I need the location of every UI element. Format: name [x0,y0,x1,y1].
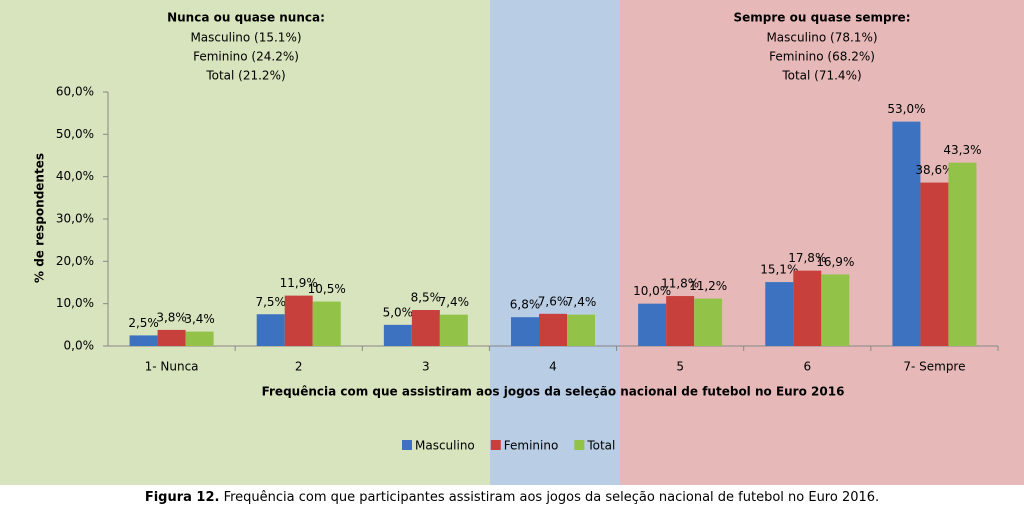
caption-text: Frequência com que participantes assisti… [224,490,880,505]
bar [411,310,440,346]
bar [920,182,949,346]
bar [383,324,412,346]
bar [129,335,158,346]
value-label: 16,9% [816,255,854,269]
bar [821,274,850,346]
bar [567,314,595,346]
value-label: 10,0% [633,284,671,298]
legend-swatch [574,440,585,450]
value-label: 5,0% [383,305,414,319]
bar [948,162,977,346]
x-tick-label: 5 [676,360,684,374]
y-tick-label: 40,0% [56,169,94,183]
x-tick-label: 3 [422,360,430,374]
annotation-line: Total (21.2%) [205,69,285,83]
value-label: 6,8% [510,298,541,312]
x-tick-label: 2 [295,360,303,374]
value-label: 7,5% [255,295,286,309]
x-tick-label: 4 [549,360,557,374]
value-label: 8,5% [411,291,442,305]
value-label: 3,4% [184,312,215,326]
bar [539,313,567,346]
bar [439,314,468,346]
bar [638,303,667,346]
value-label: 43,3% [943,143,981,157]
y-tick-label: 50,0% [56,127,94,141]
y-tick-label: 10,0% [56,296,94,310]
value-label: 38,6% [915,163,953,177]
bar [793,270,822,346]
bar [256,314,285,346]
bar [284,295,313,346]
bar [157,329,186,346]
x-tick-label: 1- Nunca [145,360,199,374]
y-tick-label: 0,0% [64,339,95,353]
value-label: 11,8% [661,277,699,291]
value-label: 11,9% [280,276,318,290]
x-tick-label: 6 [803,360,811,374]
caption-label: Figura 12. [145,490,220,505]
bar [765,282,794,346]
annotation-line: Masculino (15.1%) [190,31,301,45]
region-low [0,0,490,485]
y-tick-label: 60,0% [56,85,94,99]
legend-label: Masculino [415,439,475,453]
annotation-line: Masculino (78.1%) [766,31,877,45]
value-label: 17,8% [788,251,826,265]
annotation-line: Total (71.4%) [781,69,861,83]
legend-label: Total [586,439,615,453]
value-label: 53,0% [887,102,925,116]
caption: Figura 12. Frequência com que participan… [145,490,879,505]
bar [892,121,921,346]
value-label: 11,2% [689,279,727,293]
region-mid [490,0,620,485]
y-tick-label: 20,0% [56,254,94,268]
bar [666,296,695,346]
value-label: 7,6% [538,294,569,308]
bar [694,298,723,346]
annotation-line: Feminino (68.2%) [769,50,875,64]
x-tick-label: 7- Sempre [903,360,965,374]
value-label: 10,5% [308,282,346,296]
x-axis-title: Frequência com que assistiram aos jogos … [262,385,845,399]
annotation-title: Sempre ou quase sempre: [734,11,911,25]
bar [185,331,214,346]
value-label: 15,1% [760,263,798,277]
value-label: 7,4% [566,295,597,309]
y-tick-label: 30,0% [56,212,94,226]
bar [312,301,341,346]
legend-label: Feminino [504,439,559,453]
legend-swatch [402,440,412,450]
annotation-title: Nunca ou quase nunca: [167,11,325,25]
legend-swatch [490,440,501,450]
value-label: 2,5% [128,316,159,330]
y-axis-title: % de respondentes [33,153,47,283]
value-label: 3,8% [156,310,187,324]
value-label: 7,4% [439,295,470,309]
annotation-line: Feminino (24.2%) [193,50,299,64]
bar [511,317,539,346]
